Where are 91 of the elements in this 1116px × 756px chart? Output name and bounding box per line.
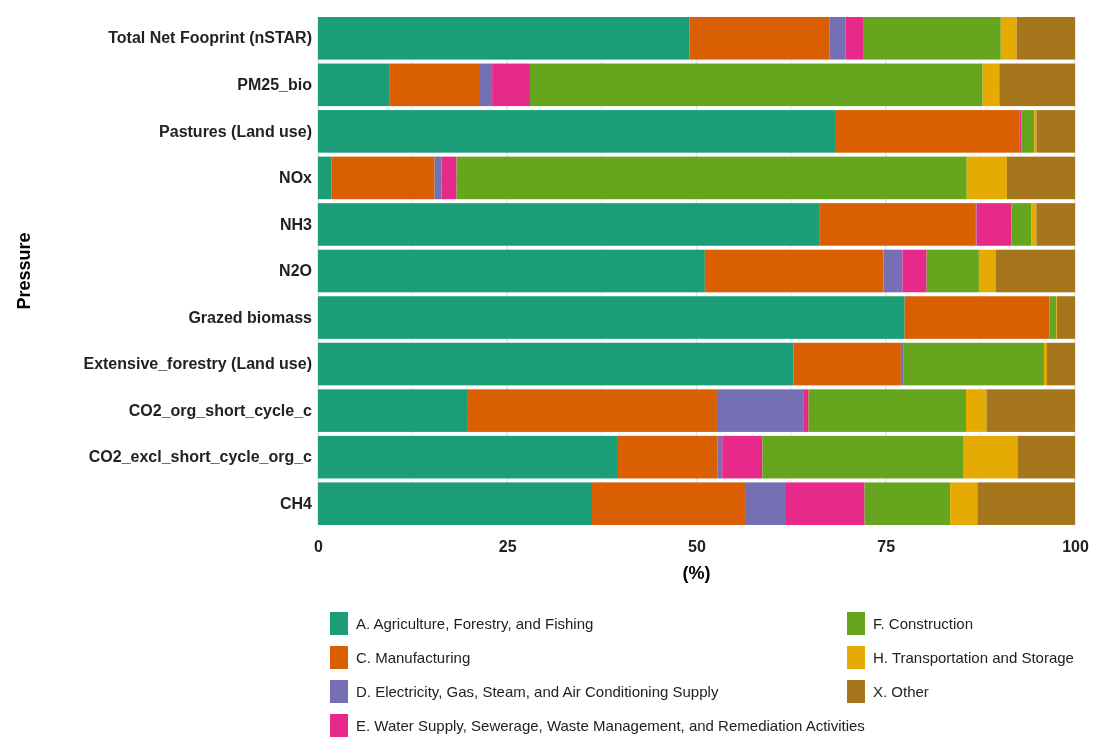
- legend-label: H. Transportation and Storage: [873, 649, 1074, 666]
- bar: [592, 482, 745, 525]
- bar: [904, 296, 1050, 339]
- y-tick-label: CH4: [279, 494, 313, 512]
- bar: [762, 435, 964, 479]
- bar: [744, 482, 786, 525]
- bar: [318, 482, 593, 525]
- bar: [318, 17, 690, 60]
- y-tick-label: Total Net Fooprint (nSTAR): [108, 29, 312, 47]
- x-axis-title: (%): [682, 563, 711, 583]
- bar: [318, 156, 332, 200]
- bar: [389, 63, 480, 107]
- bar: [977, 482, 1075, 525]
- y-tick-label: N2O: [279, 262, 312, 280]
- bar: [829, 17, 846, 60]
- bar: [926, 249, 979, 293]
- bar: [976, 203, 1012, 246]
- bar: [793, 342, 901, 386]
- bar: [456, 156, 967, 200]
- y-tick-label: Extensive_forestry (Land use): [83, 355, 312, 373]
- y-tick-label: PM25_bio: [237, 75, 313, 93]
- bar: [863, 17, 1001, 60]
- bar: [318, 342, 794, 386]
- bar: [999, 63, 1075, 107]
- bar: [1046, 342, 1075, 386]
- bar: [318, 296, 905, 339]
- bar: [902, 249, 927, 293]
- bar: [318, 435, 618, 479]
- bar: [1021, 110, 1035, 153]
- legend-label: D. Electricity, Gas, Steam, and Air Conditioning Supply: [356, 683, 719, 700]
- legend-label: C. Manufacturing: [356, 649, 471, 666]
- bar: [963, 435, 1018, 479]
- bar: [318, 389, 468, 432]
- bar: [318, 249, 705, 293]
- x-tick-label: 100: [1062, 538, 1089, 556]
- bar: [492, 63, 530, 107]
- x-tick-label: 75: [877, 538, 896, 556]
- bar: [331, 156, 435, 200]
- bar: [318, 110, 836, 153]
- x-tick-label: 25: [498, 538, 517, 556]
- bar: [529, 63, 983, 107]
- bar: [704, 249, 884, 293]
- bar: [903, 342, 1044, 386]
- bar: [965, 389, 987, 432]
- bar: [1036, 203, 1075, 246]
- legend-label: X. Other: [873, 683, 929, 700]
- bar: [808, 389, 966, 432]
- bar: [835, 110, 1020, 153]
- y-axis-title: Pressure: [14, 232, 34, 310]
- bar: [803, 389, 809, 432]
- bar: [1036, 110, 1075, 153]
- legend-label: E. Water Supply, Sewerage, Waste Management, and Remediation Activities: [356, 717, 865, 734]
- y-tick-label: NH3: [279, 215, 313, 233]
- bar: [986, 389, 1075, 432]
- bar: [845, 17, 864, 60]
- y-tick-label: CO2_excl_short_cycle_org_c: [88, 448, 313, 466]
- bar: [689, 17, 830, 60]
- x-tick-label: 0: [314, 538, 324, 556]
- bar: [1056, 296, 1075, 339]
- bar: [1049, 296, 1057, 339]
- bar: [722, 435, 763, 479]
- bar: [883, 249, 903, 293]
- bar: [467, 389, 717, 432]
- y-tick-label: Pastures (Land use): [159, 122, 312, 140]
- bar: [950, 482, 978, 525]
- bar: [480, 63, 493, 107]
- bar: [995, 249, 1075, 293]
- bar: [441, 156, 457, 200]
- y-tick-label: CO2_org_short_cycle_c: [128, 401, 313, 419]
- bar: [978, 249, 996, 293]
- bar: [716, 389, 804, 432]
- bar: [318, 63, 390, 107]
- bar: [1031, 203, 1037, 246]
- bar: [318, 203, 820, 246]
- bar: [1006, 156, 1075, 200]
- bar: [864, 482, 951, 525]
- bar: [1000, 17, 1017, 60]
- x-tick-label: 50: [688, 538, 706, 556]
- bar: [1011, 203, 1032, 246]
- legend-label: F. Construction: [873, 615, 974, 632]
- bar: [617, 435, 718, 479]
- bar: [1043, 342, 1047, 386]
- y-tick-label: Grazed biomass: [188, 308, 313, 326]
- bar: [819, 203, 976, 246]
- bar: [785, 482, 865, 525]
- bar: [966, 156, 1007, 200]
- y-tick-label: NOx: [279, 169, 313, 187]
- bar: [1017, 435, 1075, 479]
- bar: [982, 63, 1000, 107]
- bar: [1016, 17, 1075, 60]
- legend-label: A. Agriculture, Forestry, and Fishing: [356, 615, 594, 632]
